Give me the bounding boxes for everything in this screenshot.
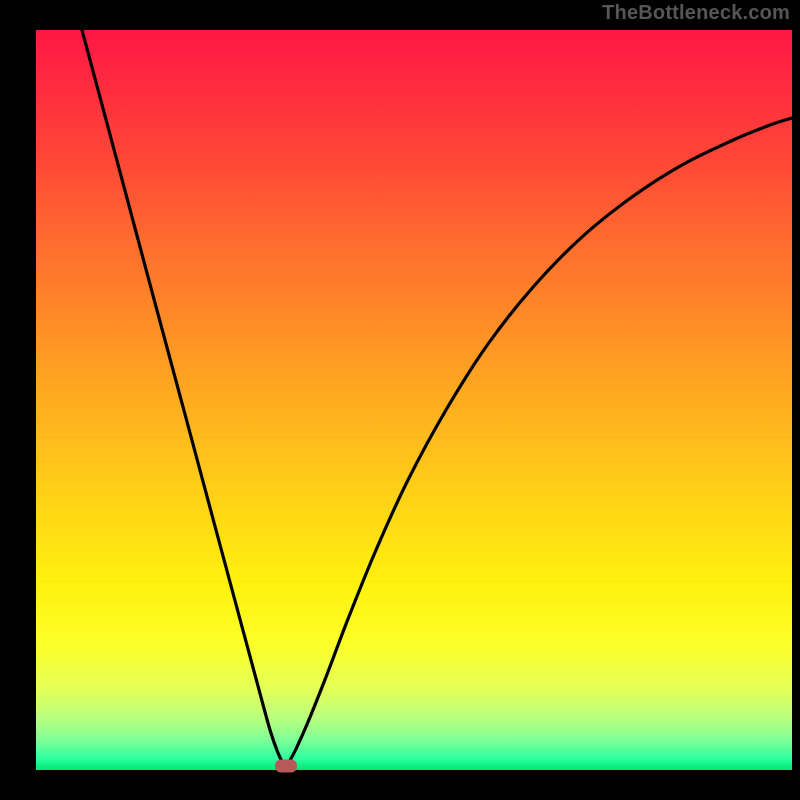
bottleneck-curve	[36, 30, 792, 770]
watermark-text: TheBottleneck.com	[602, 2, 790, 25]
plot-area	[36, 30, 792, 770]
outer-frame: TheBottleneck.com	[0, 0, 800, 800]
minimum-marker	[275, 760, 297, 773]
